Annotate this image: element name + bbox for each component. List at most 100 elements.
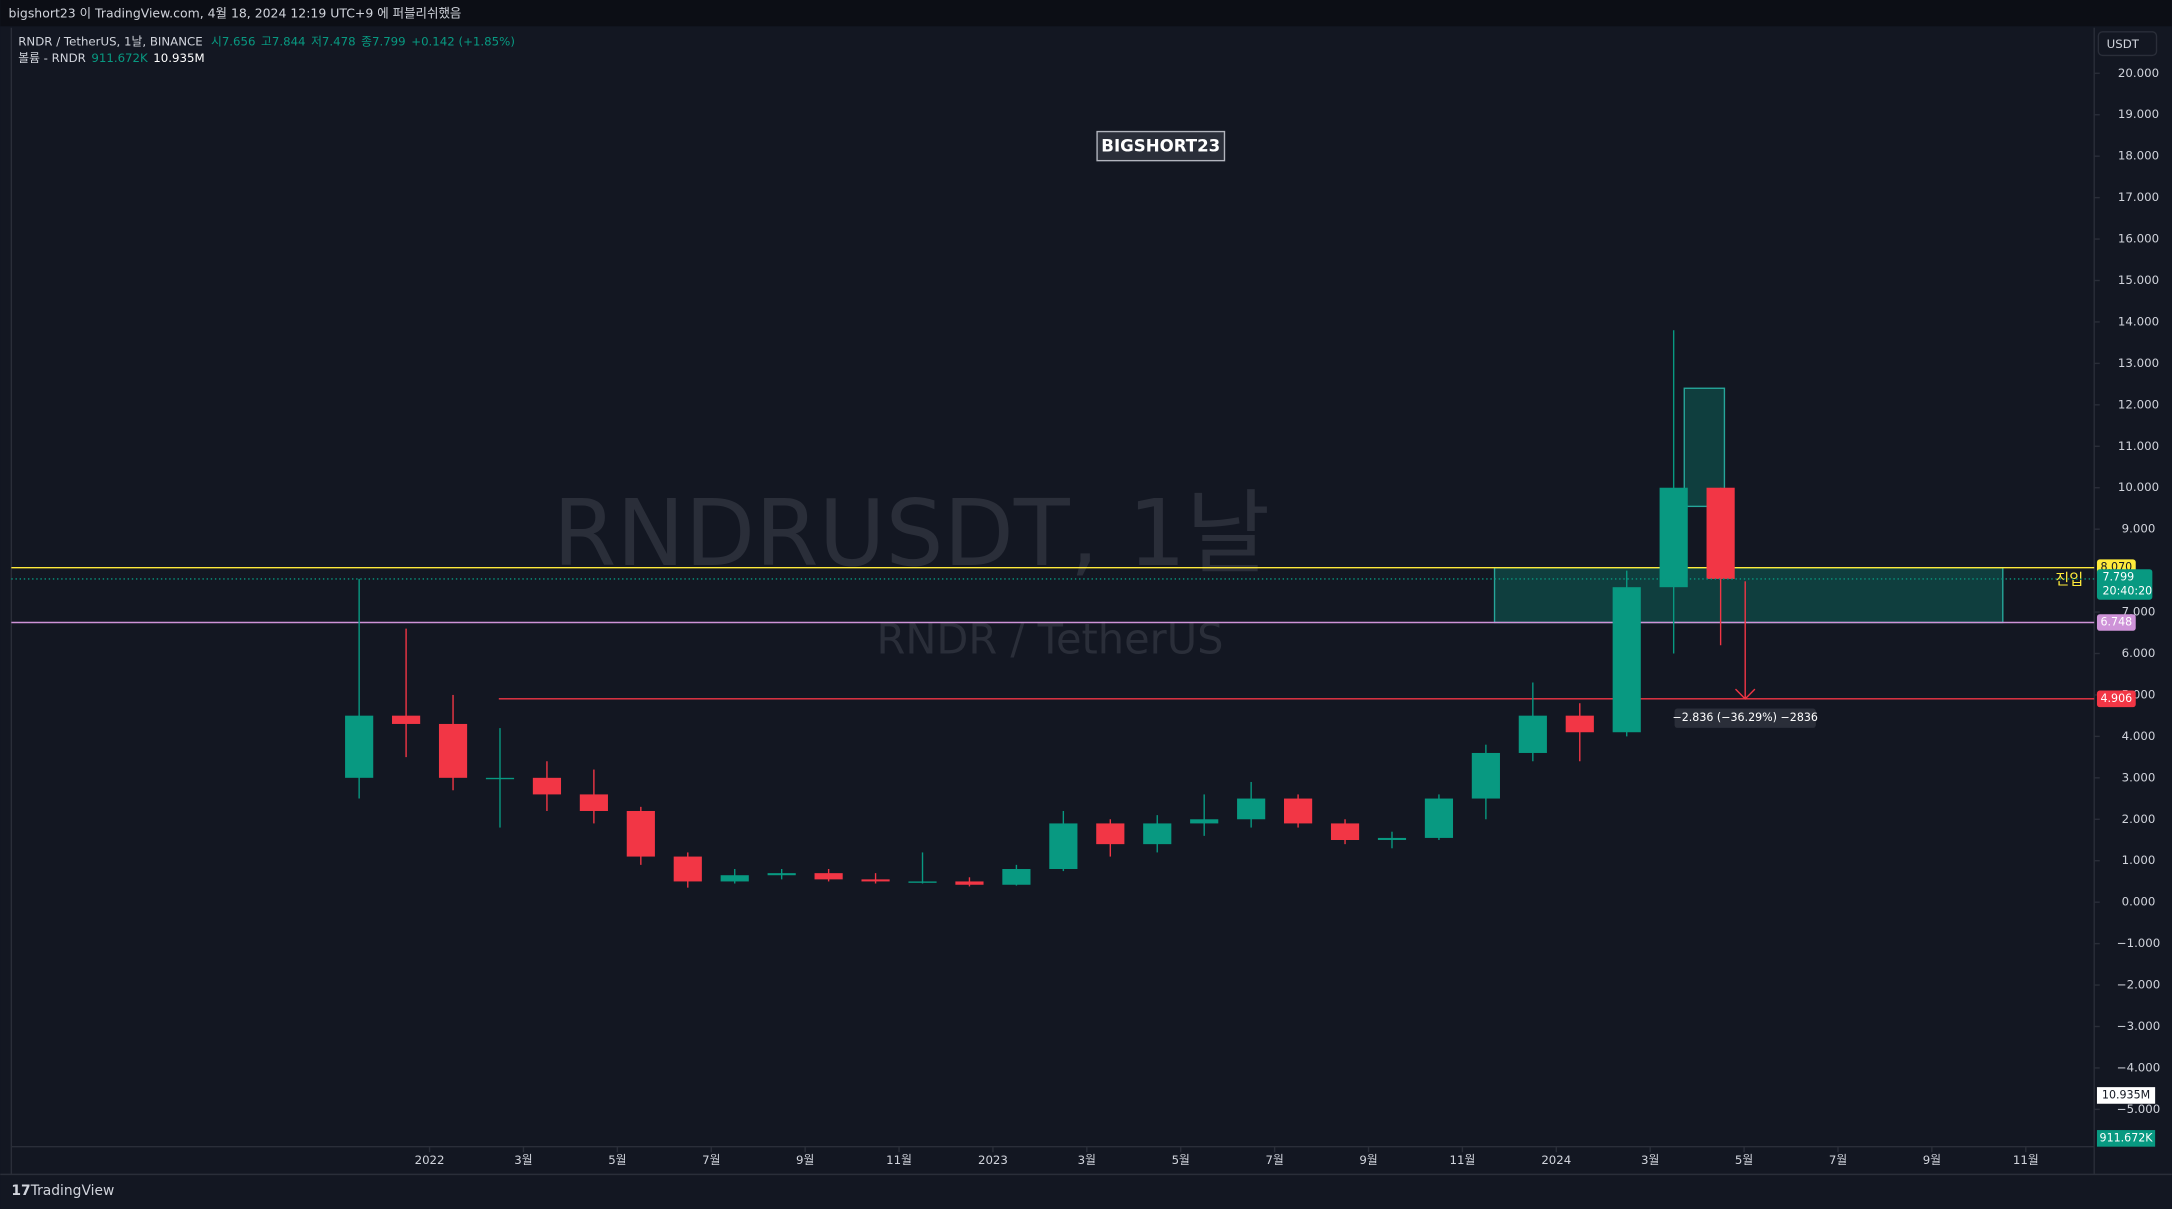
y-tick-label: 0.000	[2122, 895, 2156, 909]
legend-symbol: RNDR / TetherUS, 1날, BINANCE 시7.656 고7.844…	[18, 34, 515, 48]
candle-body	[1659, 487, 1688, 588]
volume-tag	[2096, 1130, 2156, 1147]
candle-body	[1190, 819, 1219, 824]
x-tick-label: 9월	[1923, 1153, 1941, 1167]
y-tick-label: 17.000	[2118, 190, 2159, 204]
measure-arrowhead	[1735, 688, 1756, 700]
y-tick-label: 10.000	[2118, 480, 2159, 494]
candle-body	[767, 873, 796, 876]
top-bar	[0, 0, 2172, 27]
legend-close: 종7.799	[361, 34, 406, 48]
x-tick-label: 2023	[978, 1153, 1008, 1167]
y-tick-label: 12.000	[2118, 397, 2159, 411]
measure-box	[1674, 708, 1816, 728]
entry-label: 진입	[2055, 571, 2083, 589]
x-tick-label: 2022	[415, 1153, 445, 1167]
x-tick-label: 2024	[1541, 1153, 1571, 1167]
candle-body	[1424, 798, 1454, 838]
candle-body	[532, 777, 562, 795]
y-tick-label: 18.000	[2118, 149, 2159, 163]
x-tick-label: 3월	[1641, 1153, 1659, 1167]
last-price-label: 7.799	[2103, 571, 2135, 584]
watermark-symbol: RNDRUSDT, 1날	[553, 480, 1270, 587]
y-tick-label: 11.000	[2118, 439, 2159, 453]
y-tick-label: 4.000	[2122, 729, 2156, 743]
candle-body	[861, 879, 890, 882]
x-tick-label: 9월	[796, 1153, 814, 1167]
candle-body	[1612, 587, 1641, 733]
y-tick-label: 20.000	[2118, 66, 2159, 80]
y-tick-label: −3.000	[2117, 1019, 2161, 1033]
volume-label: 911.672K	[2100, 1131, 2154, 1144]
level-label: 6.748	[2101, 615, 2133, 628]
candle-body	[1518, 715, 1547, 753]
candle-body	[1143, 823, 1172, 845]
y-tick-label: 14.000	[2118, 314, 2159, 328]
candle-body	[345, 715, 374, 778]
legend-change: +0.142 (+1.85%)	[411, 34, 515, 48]
y-tick-label: 2.000	[2122, 812, 2156, 826]
y-tick-label: 15.000	[2118, 273, 2159, 287]
footer-icon: 17	[11, 1183, 30, 1199]
candle-body	[485, 777, 515, 780]
candle-body	[626, 810, 655, 857]
candle-body	[438, 723, 468, 778]
publish-info: bigshort23 이 TradingView.com, 4월 18, 202…	[9, 5, 462, 20]
x-tick-label: 9월	[1359, 1153, 1377, 1167]
y-tick-label: −4.000	[2117, 1060, 2161, 1074]
y-tick-label: −5.000	[2117, 1102, 2161, 1116]
candle-body	[1565, 715, 1594, 733]
x-tick-label: 7월	[1829, 1153, 1847, 1167]
author-badge-box	[1096, 130, 1226, 162]
x-tick-label: 5월	[1172, 1153, 1190, 1167]
candle-body	[579, 794, 608, 811]
currency-button[interactable]	[2097, 31, 2158, 57]
candle-body	[392, 715, 421, 724]
candle-body	[720, 875, 749, 882]
volume-ma-tag	[2096, 1087, 2156, 1104]
legend-symbol-name: RNDR / TetherUS, 1날, BINANCE	[18, 34, 202, 48]
candle-body	[1237, 798, 1266, 820]
level-tag	[2096, 690, 2136, 708]
candle-body	[908, 881, 937, 883]
x-tick-label: 11월	[886, 1153, 912, 1167]
measure-label: −2.836 (−36.29%) −2836	[1672, 711, 1817, 724]
legend-low: 저7.478	[311, 34, 356, 48]
candle-body	[1706, 487, 1735, 579]
y-tick-label: 9.000	[2122, 522, 2156, 536]
candle-body	[1377, 837, 1407, 840]
legend-high: 고7.844	[261, 34, 306, 48]
entry-zone	[1493, 567, 2004, 624]
y-tick-label: 1.000	[2122, 853, 2156, 867]
level-tag	[2096, 614, 2136, 631]
y-tick-label: 19.000	[2118, 107, 2159, 121]
legend-open: 시7.656	[211, 34, 256, 48]
candle-body	[1284, 798, 1313, 824]
x-tick-label: 5월	[608, 1153, 626, 1167]
candle-body	[1096, 823, 1125, 845]
candle-body	[673, 856, 702, 882]
x-tick-label: 3월	[514, 1153, 532, 1167]
currency: USDT	[2107, 37, 2140, 51]
candle-body	[1471, 752, 1500, 799]
y-tick-label: 13.000	[2118, 356, 2159, 370]
volume-value: 911.672K	[91, 51, 148, 65]
y-tick-label: −1.000	[2117, 936, 2161, 950]
y-tick-label: 3.000	[2122, 770, 2156, 784]
volume-ma-label: 10.935M	[2102, 1088, 2150, 1101]
plot: 20.000 19.000 18.000 17.000 16.000 15.000 14.0…	[11, 66, 2160, 1167]
x-tick-label: 11월	[1450, 1153, 1476, 1167]
x-tick-label: 7월	[702, 1153, 720, 1167]
candle-body	[814, 873, 843, 880]
author-badge: BIGSHORT23	[1101, 136, 1220, 155]
last-price-tag	[2096, 569, 2153, 600]
candle-body	[1049, 823, 1078, 870]
volume-title: 볼륨 - RNDR	[18, 51, 86, 65]
x-tick-label: 7월	[1265, 1153, 1283, 1167]
y-tick-label: 6.000	[2122, 646, 2156, 660]
candle-body	[955, 881, 984, 885]
legend-volume: 볼륨 - RNDR 911.672K 10.935M	[18, 51, 204, 65]
